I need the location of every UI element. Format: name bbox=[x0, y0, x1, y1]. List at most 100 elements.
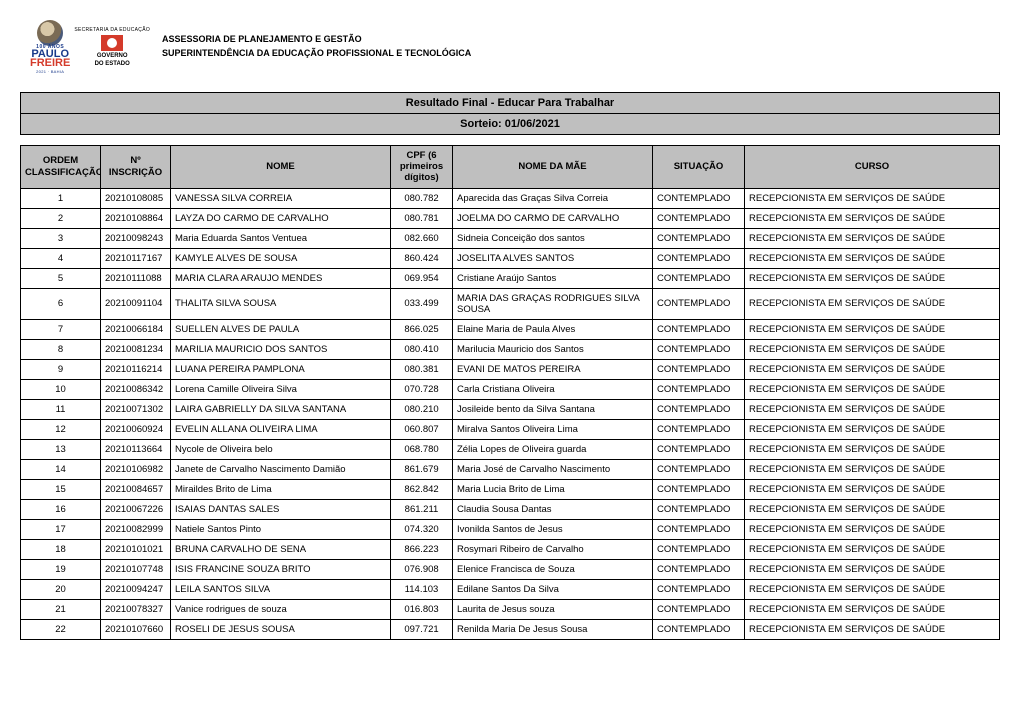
cell-inscricao: 20210071302 bbox=[101, 399, 171, 419]
cell-situacao: CONTEMPLADO bbox=[653, 619, 745, 639]
cell-curso: RECEPCIONISTA EM SERVIÇOS DE SAÚDE bbox=[745, 188, 1000, 208]
cell-curso: RECEPCIONISTA EM SERVIÇOS DE SAÚDE bbox=[745, 479, 1000, 499]
cell-mae: EVANI DE MATOS PEREIRA bbox=[453, 359, 653, 379]
cell-nome: LAYZA DO CARMO DE CARVALHO bbox=[171, 208, 391, 228]
th-mae: NOME DA MÃE bbox=[453, 145, 653, 188]
cell-cpf: 866.223 bbox=[391, 539, 453, 559]
cell-situacao: CONTEMPLADO bbox=[653, 579, 745, 599]
cell-inscricao: 20210113664 bbox=[101, 439, 171, 459]
table-row: 1220210060924EVELIN ALLANA OLIVEIRA LIMA… bbox=[21, 419, 1000, 439]
cell-ordem: 17 bbox=[21, 519, 101, 539]
cell-inscricao: 20210108864 bbox=[101, 208, 171, 228]
cell-cpf: 060.807 bbox=[391, 419, 453, 439]
cell-nome: LAIRA GABRIELLY DA SILVA SANTANA bbox=[171, 399, 391, 419]
cell-situacao: CONTEMPLADO bbox=[653, 559, 745, 579]
cell-nome: KAMYLE ALVES DE SOUSA bbox=[171, 248, 391, 268]
cell-curso: RECEPCIONISTA EM SERVIÇOS DE SAÚDE bbox=[745, 228, 1000, 248]
cell-mae: Cristiane Araújo Santos bbox=[453, 268, 653, 288]
cell-nome: Maria Eduarda Santos Ventuea bbox=[171, 228, 391, 248]
cell-cpf: 097.721 bbox=[391, 619, 453, 639]
table-row: 620210091104THALITA SILVA SOUSA033.499MA… bbox=[21, 288, 1000, 319]
cell-cpf: 080.410 bbox=[391, 339, 453, 359]
cell-mae: MARIA DAS GRAÇAS RODRIGUES SILVA SOUSA bbox=[453, 288, 653, 319]
cell-situacao: CONTEMPLADO bbox=[653, 248, 745, 268]
th-curso: CURSO bbox=[745, 145, 1000, 188]
cell-nome: MARIA CLARA ARAUJO MENDES bbox=[171, 268, 391, 288]
table-row: 1620210067226ISAIAS DANTAS SALES861.211C… bbox=[21, 499, 1000, 519]
cell-cpf: 860.424 bbox=[391, 248, 453, 268]
cell-situacao: CONTEMPLADO bbox=[653, 459, 745, 479]
flag-icon bbox=[101, 35, 123, 51]
cell-inscricao: 20210106982 bbox=[101, 459, 171, 479]
table-row: 320210098243Maria Eduarda Santos Ventuea… bbox=[21, 228, 1000, 248]
cell-mae: Renilda Maria De Jesus Sousa bbox=[453, 619, 653, 639]
cell-cpf: 861.679 bbox=[391, 459, 453, 479]
cell-curso: RECEPCIONISTA EM SERVIÇOS DE SAÚDE bbox=[745, 539, 1000, 559]
cell-curso: RECEPCIONISTA EM SERVIÇOS DE SAÚDE bbox=[745, 459, 1000, 479]
cell-nome: SUELLEN ALVES DE PAULA bbox=[171, 319, 391, 339]
cell-ordem: 19 bbox=[21, 559, 101, 579]
table-row: 1520210084657Miraildes Brito de Lima862.… bbox=[21, 479, 1000, 499]
cell-situacao: CONTEMPLADO bbox=[653, 208, 745, 228]
cell-ordem: 20 bbox=[21, 579, 101, 599]
cell-nome: Miraildes Brito de Lima bbox=[171, 479, 391, 499]
cell-inscricao: 20210107748 bbox=[101, 559, 171, 579]
cell-inscricao: 20210117167 bbox=[101, 248, 171, 268]
title-result: Resultado Final - Educar Para Trabalhar bbox=[20, 92, 1000, 114]
cell-mae: JOSELITA ALVES SANTOS bbox=[453, 248, 653, 268]
header-line1: ASSESSORIA DE PLANEJAMENTO E GESTÃO bbox=[162, 33, 471, 47]
cell-cpf: 861.211 bbox=[391, 499, 453, 519]
header-line2: SUPERINTENDÊNCIA DA EDUCAÇÃO PROFISSIONA… bbox=[162, 47, 471, 61]
cell-ordem: 11 bbox=[21, 399, 101, 419]
cell-inscricao: 20210094247 bbox=[101, 579, 171, 599]
cell-nome: ISAIAS DANTAS SALES bbox=[171, 499, 391, 519]
cell-situacao: CONTEMPLADO bbox=[653, 499, 745, 519]
cell-cpf: 033.499 bbox=[391, 288, 453, 319]
cell-cpf: 070.728 bbox=[391, 379, 453, 399]
cell-curso: RECEPCIONISTA EM SERVIÇOS DE SAÚDE bbox=[745, 599, 1000, 619]
cell-cpf: 866.025 bbox=[391, 319, 453, 339]
cell-inscricao: 20210082999 bbox=[101, 519, 171, 539]
table-row: 1820210101021BRUNA CARVALHO DE SENA866.2… bbox=[21, 539, 1000, 559]
cell-nome: Natiele Santos Pinto bbox=[171, 519, 391, 539]
table-row: 1420210106982Janete de Carvalho Nascimen… bbox=[21, 459, 1000, 479]
cell-inscricao: 20210060924 bbox=[101, 419, 171, 439]
cell-inscricao: 20210067226 bbox=[101, 499, 171, 519]
cell-ordem: 14 bbox=[21, 459, 101, 479]
table-row: 2020210094247LEILA SANTOS SILVA114.103Ed… bbox=[21, 579, 1000, 599]
cell-cpf: 080.210 bbox=[391, 399, 453, 419]
cell-mae: Miralva Santos Oliveira Lima bbox=[453, 419, 653, 439]
th-nome: NOME bbox=[171, 145, 391, 188]
cell-mae: Laurita de Jesus souza bbox=[453, 599, 653, 619]
cell-curso: RECEPCIONISTA EM SERVIÇOS DE SAÚDE bbox=[745, 499, 1000, 519]
portrait-icon bbox=[37, 20, 63, 46]
cell-situacao: CONTEMPLADO bbox=[653, 268, 745, 288]
cell-ordem: 2 bbox=[21, 208, 101, 228]
cell-situacao: CONTEMPLADO bbox=[653, 288, 745, 319]
cell-curso: RECEPCIONISTA EM SERVIÇOS DE SAÚDE bbox=[745, 208, 1000, 228]
cell-situacao: CONTEMPLADO bbox=[653, 439, 745, 459]
table-row: 120210108085VANESSA SILVA CORREIA080.782… bbox=[21, 188, 1000, 208]
cell-cpf: 080.782 bbox=[391, 188, 453, 208]
cell-inscricao: 20210091104 bbox=[101, 288, 171, 319]
cell-ordem: 15 bbox=[21, 479, 101, 499]
table-row: 420210117167KAMYLE ALVES DE SOUSA860.424… bbox=[21, 248, 1000, 268]
cell-curso: RECEPCIONISTA EM SERVIÇOS DE SAÚDE bbox=[745, 559, 1000, 579]
cell-situacao: CONTEMPLADO bbox=[653, 228, 745, 248]
cell-inscricao: 20210108085 bbox=[101, 188, 171, 208]
cell-mae: Maria José de Carvalho Nascimento bbox=[453, 459, 653, 479]
cell-mae: Sidneia Conceição dos santos bbox=[453, 228, 653, 248]
th-ordem: ORDEM CLASSIFICAÇÃO bbox=[21, 145, 101, 188]
table-row: 2120210078327Vanice rodrigues de souza01… bbox=[21, 599, 1000, 619]
th-cpf: CPF (6 primeiros dígitos) bbox=[391, 145, 453, 188]
cell-nome: VANESSA SILVA CORREIA bbox=[171, 188, 391, 208]
logo-group: 100 ANOS PAULO FREIRE 2021 · BAHIA SECRE… bbox=[30, 20, 150, 74]
gov-top-text: SECRETARIA DA EDUCAÇÃO bbox=[74, 27, 150, 33]
cell-inscricao: 20210081234 bbox=[101, 339, 171, 359]
cell-mae: Ivonilda Santos de Jesus bbox=[453, 519, 653, 539]
table-row: 1120210071302LAIRA GABRIELLY DA SILVA SA… bbox=[21, 399, 1000, 419]
cell-mae: Zélia Lopes de Oliveira guarda bbox=[453, 439, 653, 459]
cell-ordem: 13 bbox=[21, 439, 101, 459]
logo-paulo-freire: 100 ANOS PAULO FREIRE 2021 · BAHIA bbox=[30, 20, 70, 74]
cell-curso: RECEPCIONISTA EM SERVIÇOS DE SAÚDE bbox=[745, 419, 1000, 439]
